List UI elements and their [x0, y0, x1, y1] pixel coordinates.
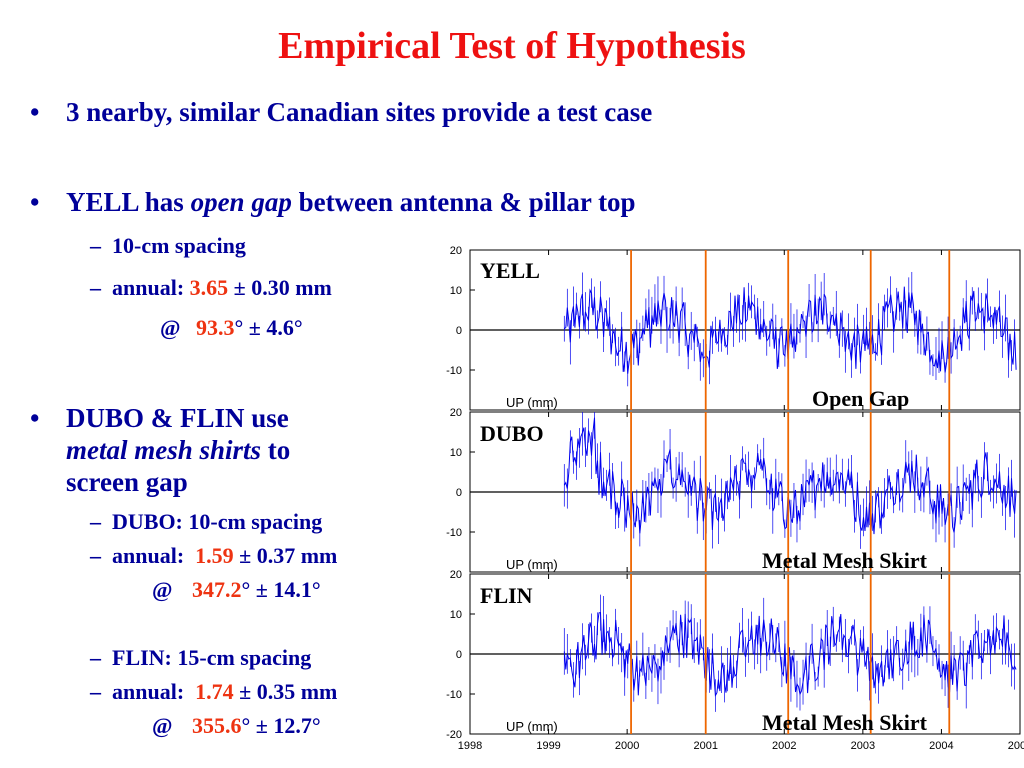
y-tick-label: 20 [450, 569, 462, 581]
yell-spacing: – 10-cm spacing [90, 232, 246, 260]
y-axis-label: UP (mm) [506, 719, 558, 734]
x-tick-label: 2003 [851, 740, 875, 752]
slide-title: Empirical Test of Hypothesis [278, 25, 746, 67]
bullet-dot: • [30, 403, 40, 433]
y-tick-label: -20 [446, 729, 462, 741]
x-tick-label: 2001 [693, 740, 717, 752]
y-tick-label: 20 [450, 407, 462, 419]
bullet-yell-post: between antenna & pillar top [291, 187, 636, 217]
x-tick-label: 1999 [536, 740, 560, 752]
y-tick-label: 20 [450, 245, 462, 257]
dubo-annual-post: ± 0.37 mm [233, 543, 338, 568]
bullet-yell-pre: YELL has [66, 187, 191, 217]
bullet-mesh-line3: screen gap [66, 467, 188, 497]
series-line-dubo [563, 417, 1017, 535]
dubo-phase: @347.2° ± 14.1° [152, 576, 321, 604]
y-tick-label: 0 [456, 487, 462, 499]
series-line-yell [563, 286, 1017, 374]
bullet-yell: • YELL has open gap between antenna & pi… [30, 186, 636, 218]
y-tick-label: 0 [456, 325, 462, 337]
bullet-yell-emphasis: open gap [190, 187, 292, 217]
bullet-mesh-to: to [261, 435, 291, 465]
flin-annual-pre: annual: [112, 679, 196, 704]
y-tick-label: 10 [450, 285, 462, 297]
yell-at: @ [160, 315, 181, 340]
yell-annual-post: ± 0.30 mm [228, 275, 332, 300]
series-line-flin [563, 612, 1017, 698]
y-tick-label: -10 [446, 365, 462, 377]
dubo-phase-post: ° ± 14.1° [241, 577, 321, 602]
plot-annotation-open-gap: Open Gap [812, 386, 910, 411]
y-tick-label: -10 [446, 527, 462, 539]
y-tick-label: 10 [450, 447, 462, 459]
plot-annotation-mesh-dubo: Metal Mesh Skirt [762, 548, 927, 573]
dubo-spacing-text: DUBO: 10-cm spacing [112, 509, 323, 534]
yell-annual-pre: annual: [112, 275, 190, 300]
dash: – [90, 679, 101, 704]
y-tick-label: -10 [446, 689, 462, 701]
x-tick-label: 2004 [929, 740, 953, 752]
dubo-annual-pre: annual: [112, 543, 196, 568]
flin-spacing: – FLIN: 15-cm spacing [90, 644, 312, 672]
flin-phase-post: ° ± 12.7° [241, 713, 321, 738]
bullet-sites-text: 3 nearby, similar Canadian sites provide… [66, 97, 653, 127]
dash: – [90, 275, 101, 300]
bullet-dot: • [30, 187, 40, 217]
flin-phase: @355.6° ± 12.7° [152, 712, 321, 740]
x-tick-label: 2000 [615, 740, 639, 752]
yell-annual: – annual: 3.65 ± 0.30 mm [90, 274, 332, 302]
yell-annual-value: 3.65 [189, 275, 229, 300]
bullet-mesh-line2: metal mesh shirts to [66, 434, 406, 466]
flin-at: @ [152, 713, 173, 738]
yell-phase-post: ° ± 4.6° [234, 315, 303, 340]
bullet-dot: • [30, 97, 40, 127]
plot-panel-dubo: 20 10 0 -10 UP (mm) [446, 407, 1021, 573]
flin-annual-post: ± 0.35 mm [233, 679, 338, 704]
x-tick-label: 1998 [458, 740, 482, 752]
dubo-spacing: – DUBO: 10-cm spacing [90, 508, 323, 536]
bullet-mesh-emphasis: metal mesh shirts [66, 435, 262, 465]
plot-panel-flin: 20 10 0 -10 -20 UP (mm) 1998 1999 2000 2001 2002 20… [446, 569, 1024, 752]
flin-annual: – annual: 1.74 ± 0.35 mm [90, 678, 338, 706]
bullet-sites: • 3 nearby, similar Canadian sites provi… [30, 96, 653, 128]
plot-site-label-yell: YELL [480, 258, 540, 283]
plot-panel-yell: 20 10 0 -10 UP (mm) [446, 245, 1021, 411]
dash: – [90, 543, 101, 568]
flin-spacing-text: FLIN: 15-cm spacing [112, 645, 312, 670]
y-axis-label: UP (mm) [506, 395, 558, 410]
y-tick-label: 0 [456, 649, 462, 661]
dash: – [90, 645, 101, 670]
flin-annual-value: 1.74 [195, 679, 234, 704]
bullet-mesh: • DUBO & FLIN use metal mesh shirts to s… [30, 402, 406, 498]
plot-annotation-mesh-flin: Metal Mesh Skirt [762, 710, 927, 735]
dash: – [90, 509, 101, 534]
x-tick-label: 2002 [772, 740, 796, 752]
y-axis-label: UP (mm) [506, 557, 558, 572]
yell-phase-value: 93.3 [196, 315, 235, 340]
dubo-annual: – annual: 1.59 ± 0.37 mm [90, 542, 338, 570]
yell-spacing-text: 10-cm spacing [112, 233, 246, 258]
dubo-annual-value: 1.59 [195, 543, 234, 568]
plot-site-label-flin: FLIN [480, 583, 533, 608]
flin-phase-value: 355.6 [192, 713, 242, 738]
dubo-at: @ [152, 577, 173, 602]
yell-phase: @93.3° ± 4.6° [160, 314, 303, 342]
bullet-mesh-line1: DUBO & FLIN use [66, 403, 289, 433]
y-tick-label: 10 [450, 609, 462, 621]
dash: – [90, 233, 101, 258]
dubo-phase-value: 347.2 [192, 577, 242, 602]
x-tick-label: 2005 [1008, 740, 1024, 752]
plot-site-label-dubo: DUBO [480, 421, 544, 446]
